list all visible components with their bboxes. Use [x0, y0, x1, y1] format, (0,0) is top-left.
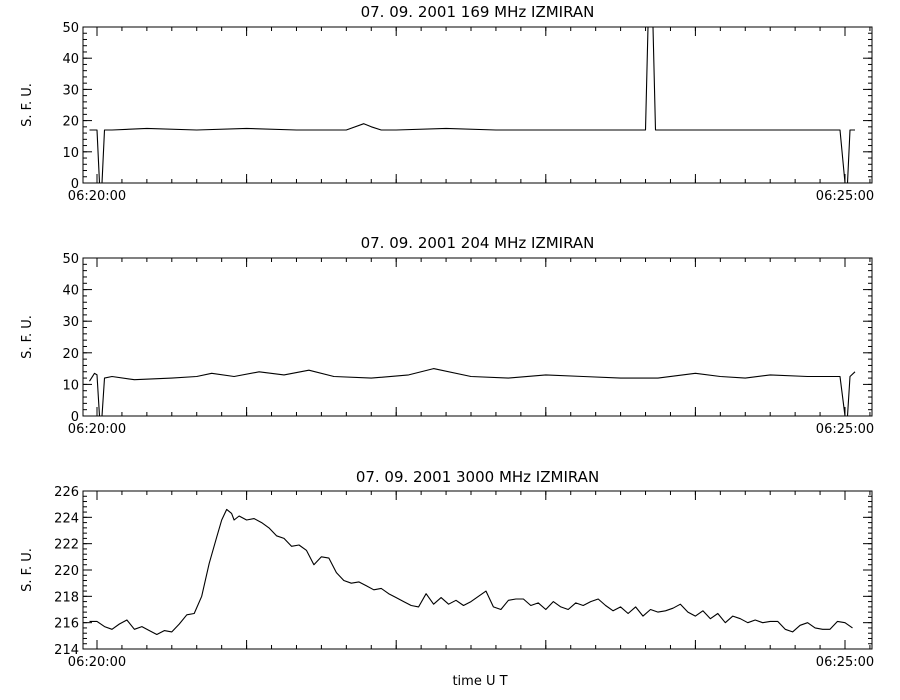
y-tick-label: 40 — [62, 284, 79, 299]
y-tick-label: 10 — [62, 146, 79, 161]
series-line — [89, 26, 855, 184]
chart-title: 07. 09. 2001 3000 MHz IZMIRAN — [356, 468, 599, 486]
y-tick-label: 40 — [62, 52, 79, 67]
y-tick-label: 30 — [62, 315, 79, 330]
panel-3000mhz: 07. 09. 2001 3000 MHz IZMIRAN S. F. U. 214… — [20, 468, 874, 670]
y-tick-label: 30 — [62, 83, 79, 98]
plot-frame — [82, 26, 873, 184]
plot-frame — [82, 257, 873, 417]
y-tick-label: 0 — [71, 410, 79, 425]
x-tick-label: 06:20:00 — [68, 189, 126, 204]
x-tick-label: 06:25:00 — [816, 655, 874, 670]
x-tick-label: 06:25:00 — [816, 422, 874, 437]
y-axis-label: S. F. U. — [20, 83, 35, 127]
x-tick-label: 06:20:00 — [68, 422, 126, 437]
series-line — [89, 508, 853, 636]
y-tick-label: 50 — [62, 21, 79, 36]
y-tick-label: 20 — [62, 347, 79, 362]
y-tick-label: 216 — [54, 617, 79, 632]
panel-204mhz: 07. 09. 2001 204 MHz IZMIRAN S. F. U. 0 10 2… — [20, 234, 874, 437]
y-tick-label: 218 — [54, 590, 79, 605]
y-tick-label: 224 — [54, 511, 79, 526]
x-tick-label: 06:20:00 — [68, 655, 126, 670]
chart-title: 07. 09. 2001 169 MHz IZMIRAN — [361, 3, 595, 21]
y-tick-label: 222 — [54, 538, 79, 553]
chart-title: 07. 09. 2001 204 MHz IZMIRAN — [361, 234, 595, 252]
x-axis-label: time U T — [452, 674, 507, 689]
y-tick-label: 20 — [62, 115, 79, 130]
y-tick-label: 214 — [54, 643, 79, 658]
y-tick-label: 10 — [62, 378, 79, 393]
y-tick-label: 226 — [54, 485, 79, 500]
y-tick-label: 220 — [54, 564, 79, 579]
y-tick-label: 50 — [62, 252, 79, 267]
y-axis-label: S. F. U. — [20, 315, 35, 359]
panel-169mhz: 07. 09. 2001 169 MHz IZMIRAN S. F. U. 0 10 2… — [20, 3, 874, 204]
series-line — [89, 368, 856, 417]
y-axis-label: S. F. U. — [20, 548, 35, 592]
x-tick-label: 06:25:00 — [816, 189, 874, 204]
plot-frame — [82, 490, 873, 650]
y-tick-label: 0 — [71, 177, 79, 192]
